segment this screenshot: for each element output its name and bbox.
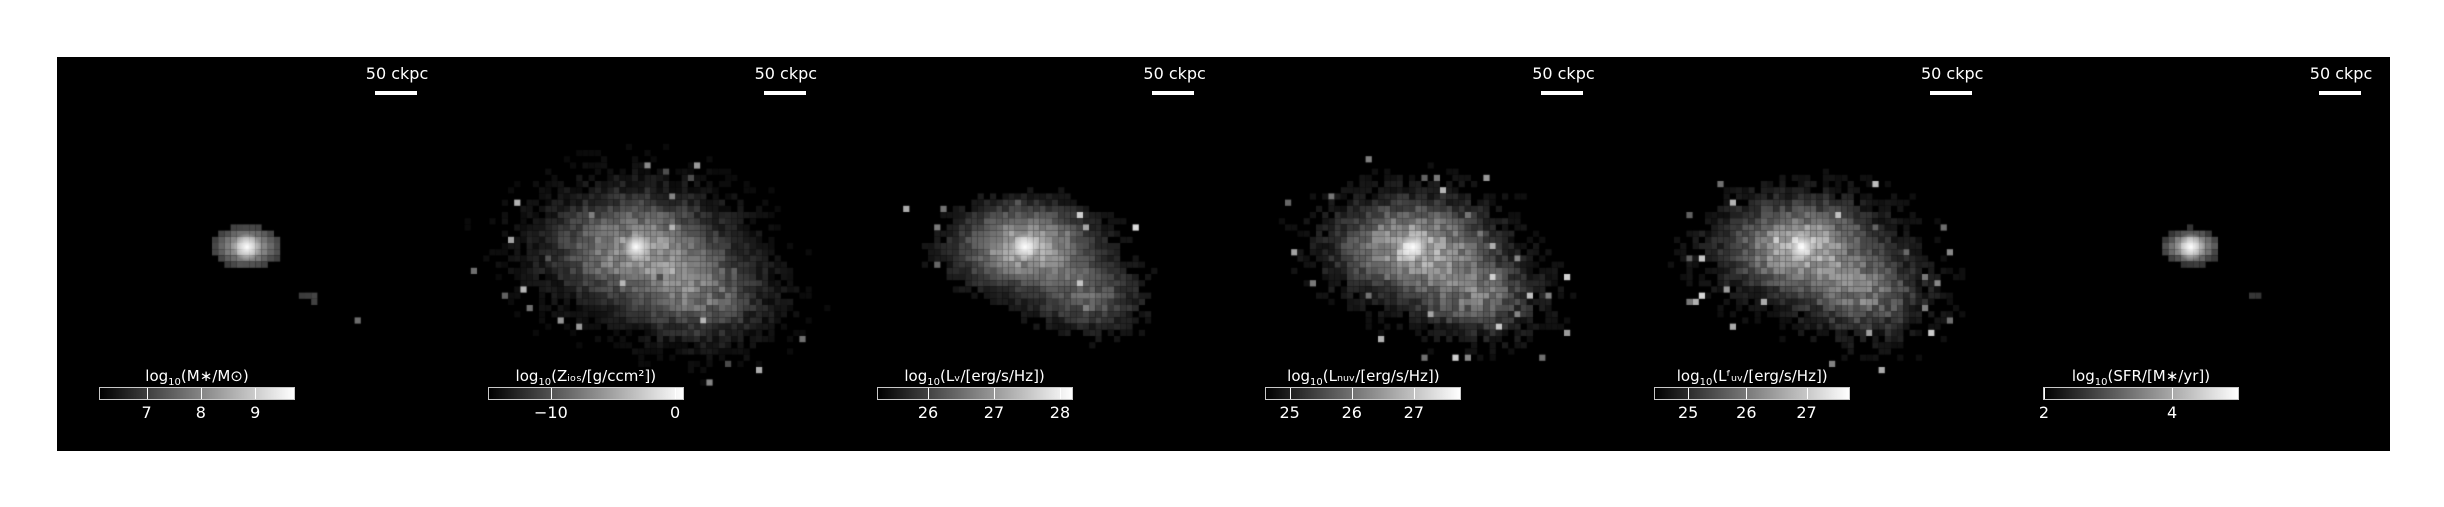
colorbar-tick [993,388,995,399]
luminosity-fuv-map [1612,57,2001,451]
colorbar: log10(Lᵥ/[erg/s/Hz]) 26 27 28 [876,367,1073,423]
colorbar-gradient [487,387,684,400]
colorbar-tick-label: 27 [983,403,1005,422]
colorbar-tick-label: 27 [1796,403,1817,422]
colorbar-label: log10(M∗/M⊙) [145,367,249,388]
colorbar-tick [928,388,930,399]
colorbar-tick-label: 26 [917,403,939,422]
colorbar-tick-label: 26 [1736,403,1757,422]
sfr-map [2001,57,2390,451]
colorbar-gradient [2043,387,2239,400]
colorbar-gradient [1654,387,1851,400]
colorbar-tick [1806,388,1808,399]
panel-luminosity-fuv: 50 ckpc log10(Lᶠᵤᵥ/[erg/s/Hz]) 25 26 27 [1612,57,2001,451]
colorbar: log10(M∗/M⊙) 7 8 9 [99,367,295,423]
scalebar: 50 ckpc [1532,64,1595,95]
scalebar-label: 50 ckpc [1920,64,1984,83]
colorbar-tick-label: −10 [533,403,568,422]
luminosity-v-map [834,57,1224,451]
scalebar: 50 ckpc [1920,64,1984,95]
panel-stellar-mass: 50 ckpc log10(M∗/M⊙) 7 8 9 [57,57,446,451]
colorbar-tick [146,388,148,399]
colorbar-tick [1059,388,1061,399]
colorbar-tick [200,388,202,399]
scalebar-line [1541,91,1584,95]
scalebar: 50 ckpc [1143,64,1206,95]
scalebar-label: 50 ckpc [754,64,818,83]
colorbar-ticks: 25 26 27 [1265,388,1461,423]
colorbar-label: log10(SFR/[M∗/yr]) [2071,367,2211,388]
colorbar-tick [1289,388,1291,399]
colorbar-tick-label: 27 [1403,403,1424,422]
colorbar-tick [255,388,257,399]
panel-luminosity-v: 50 ckpc log10(Lᵥ/[erg/s/Hz]) 26 27 28 [834,57,1224,451]
colorbar-tick-label: 0 [669,403,681,422]
scalebar-label: 50 ckpc [2309,64,2373,83]
colorbar-label: log10(Lᶠᵤᵥ/[erg/s/Hz]) [1676,367,1828,388]
colorbar-gradient [99,387,295,400]
colorbar-tick-label: 7 [141,403,152,422]
colorbar-ticks: 25 26 27 [1654,388,1850,423]
colorbar-tick [1746,388,1748,399]
scalebar-line [2318,91,2361,95]
luminosity-nuv-map [1223,57,1613,451]
colorbar-tick-label: 2 [2038,403,2050,422]
colorbar-ticks: 7 8 9 [99,388,295,423]
panel-metallicity: 50 ckpc log10(Zᵢₒₛ/[g/ccm²]) −10 0 [445,57,835,451]
colorbar-tick [550,388,552,399]
colorbar-label: log10(Lₙᵤᵥ/[erg/s/Hz]) [1287,367,1440,388]
colorbar-ticks: 26 27 28 [877,388,1073,423]
colorbar-tick-label: 28 [1049,403,1071,422]
colorbar-tick [675,388,677,399]
scalebar-label: 50 ckpc [1532,64,1595,83]
colorbar-tick [1351,388,1353,399]
colorbar-tick-label: 25 [1677,403,1699,422]
scalebar-line [1929,91,1972,95]
scalebar: 50 ckpc [754,64,818,95]
scalebar-label: 50 ckpc [1143,64,1206,83]
scalebar-line [374,91,417,95]
colorbar-label: log10(Lᵥ/[erg/s/Hz]) [904,367,1045,388]
scalebar-line [763,91,806,95]
colorbar-tick-label: 4 [2166,403,2178,422]
figure-strip: 50 ckpc log10(M∗/M⊙) 7 8 9 50 ckpc log10(Z… [57,57,2390,451]
scalebar: 50 ckpc [365,64,429,95]
stellar-mass-map [57,57,446,451]
scalebar-line [1152,91,1195,95]
colorbar-ticks: −10 0 [488,388,684,423]
panel-luminosity-nuv: 50 ckpc log10(Lₙᵤᵥ/[erg/s/Hz]) 25 26 27 [1223,57,1613,451]
metallicity-map [445,57,835,451]
colorbar-tick-label: 26 [1341,403,1362,422]
colorbar-gradient [876,387,1073,400]
colorbar-tick [2172,388,2174,399]
colorbar-tick-label: 9 [250,403,261,422]
colorbar-tick [1413,388,1415,399]
colorbar-label: log10(Zᵢₒₛ/[g/ccm²]) [515,367,657,388]
colorbar-tick-label: 8 [195,403,206,422]
colorbar-tick [1688,388,1690,399]
scalebar: 50 ckpc [2309,64,2373,95]
colorbar: log10(Zᵢₒₛ/[g/ccm²]) −10 0 [487,367,684,423]
colorbar-gradient [1265,387,1462,400]
colorbar: log10(Lₙᵤᵥ/[erg/s/Hz]) 25 26 27 [1265,367,1462,423]
colorbar: log10(Lᶠᵤᵥ/[erg/s/Hz]) 25 26 27 [1654,367,1851,423]
colorbar-tick [2044,388,2045,399]
scalebar-label: 50 ckpc [365,64,429,83]
colorbar-tick-label: 25 [1279,403,1300,422]
